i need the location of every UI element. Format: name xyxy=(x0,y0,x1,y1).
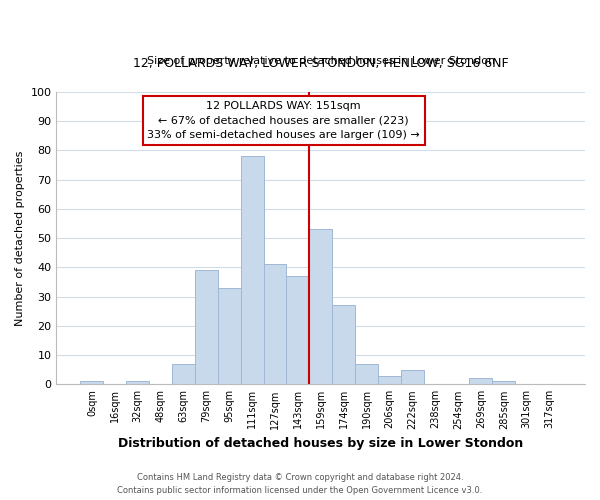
Bar xyxy=(469,378,493,384)
Bar xyxy=(309,230,332,384)
Bar xyxy=(126,382,149,384)
Bar xyxy=(355,364,378,384)
Bar xyxy=(493,382,515,384)
Text: 12 POLLARDS WAY: 151sqm
← 67% of detached houses are smaller (223)
33% of semi-d: 12 POLLARDS WAY: 151sqm ← 67% of detache… xyxy=(148,100,420,140)
Bar xyxy=(241,156,263,384)
Bar xyxy=(195,270,218,384)
Text: 12, POLLARDS WAY, LOWER STONDON, HENLOW, SG16 6NF: 12, POLLARDS WAY, LOWER STONDON, HENLOW,… xyxy=(133,57,509,70)
Bar xyxy=(218,288,241,384)
Bar xyxy=(332,306,355,384)
Y-axis label: Number of detached properties: Number of detached properties xyxy=(15,150,25,326)
Bar xyxy=(401,370,424,384)
Title: Size of property relative to detached houses in Lower Stondon: Size of property relative to detached ho… xyxy=(146,56,495,66)
Bar xyxy=(286,276,309,384)
Bar xyxy=(80,382,103,384)
Bar xyxy=(263,264,286,384)
Bar xyxy=(172,364,195,384)
Text: Contains HM Land Registry data © Crown copyright and database right 2024.
Contai: Contains HM Land Registry data © Crown c… xyxy=(118,474,482,495)
Bar xyxy=(378,376,401,384)
X-axis label: Distribution of detached houses by size in Lower Stondon: Distribution of detached houses by size … xyxy=(118,437,523,450)
